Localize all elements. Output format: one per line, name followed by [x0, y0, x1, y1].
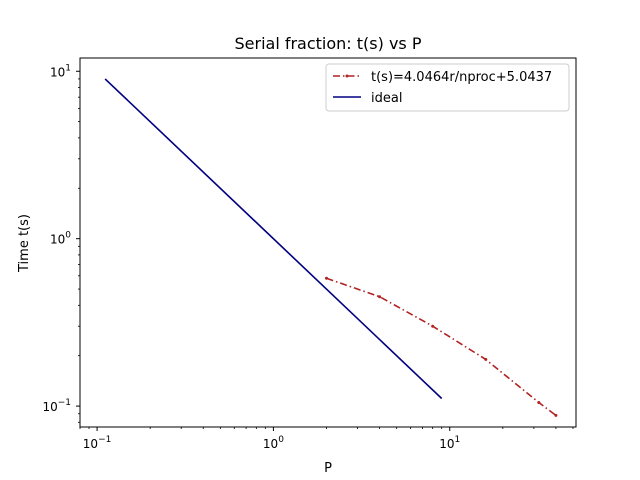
- x-tick-label: 100: [263, 435, 284, 451]
- y-tick-label: 100: [50, 231, 71, 247]
- y-axis-label: Time t(s): [17, 214, 32, 273]
- legend-label: ideal: [371, 91, 402, 106]
- legend: t(s)=4.0464r/nproc+5.0437 ideal: [325, 63, 570, 112]
- data-point: [484, 357, 488, 361]
- data-point: [537, 401, 541, 405]
- y-tick-label: 10−1: [42, 398, 71, 414]
- x-tick-label: 101: [439, 435, 460, 451]
- data-point: [324, 276, 328, 280]
- legend-marker: [345, 74, 349, 78]
- x-tick-label: 10−1: [83, 435, 112, 451]
- y-tick-label: 101: [50, 63, 71, 79]
- data-point: [554, 413, 558, 417]
- series-line: [104, 78, 443, 400]
- legend-label: t(s)=4.0464r/nproc+5.0437: [371, 70, 552, 85]
- ticks-layer: 10−1 100 101 10−1 100 101: [42, 63, 574, 451]
- data-point: [378, 295, 382, 299]
- x-axis-label: P: [324, 461, 332, 476]
- series-2: [104, 78, 443, 400]
- series-line: [326, 277, 557, 417]
- plot-area-frame: [79, 57, 577, 428]
- series-1: [324, 276, 558, 417]
- series-layer: [104, 78, 558, 417]
- chart-title: Serial fraction: t(s) vs P: [234, 34, 421, 53]
- legend-box: [325, 63, 570, 112]
- data-point: [431, 324, 435, 328]
